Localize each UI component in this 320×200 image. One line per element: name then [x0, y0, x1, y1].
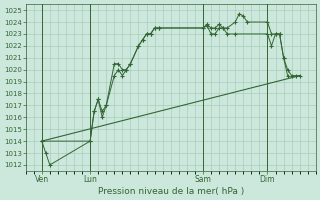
X-axis label: Pression niveau de la mer( hPa ): Pression niveau de la mer( hPa )	[98, 187, 244, 196]
